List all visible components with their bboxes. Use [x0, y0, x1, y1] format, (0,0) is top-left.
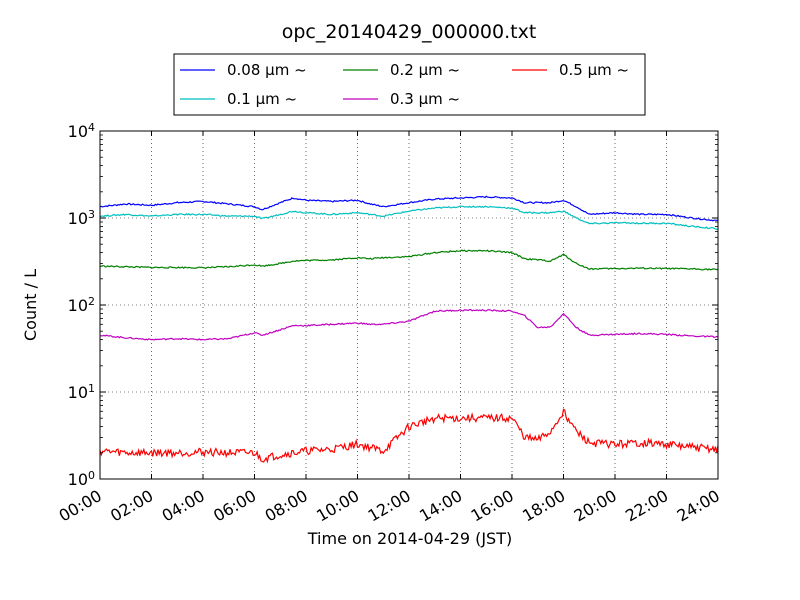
x-axis-label: Time on 2014-04-29 (JST): [307, 529, 512, 548]
y-axis-label: Count / L: [21, 269, 40, 341]
y-tick-label: 103: [68, 208, 95, 229]
x-tick-label: 02:00: [107, 486, 156, 526]
legend-label: 0.1 μm ~: [227, 90, 297, 108]
x-tick-label: 04:00: [159, 486, 208, 526]
x-tick-label: 10:00: [313, 486, 362, 526]
series-line: [99, 408, 719, 464]
series-line: [100, 308, 719, 341]
series-line: [99, 249, 719, 271]
x-tick-label: 22:00: [622, 486, 671, 526]
x-tick-label: 16:00: [468, 486, 517, 526]
x-tick-label: 12:00: [365, 486, 414, 526]
legend-label: 0.3 μm ~: [390, 90, 460, 108]
y-tick-label: 101: [68, 382, 95, 403]
x-tick-label: 18:00: [519, 486, 568, 526]
y-tick-label: 104: [68, 121, 95, 142]
x-tick-label: 06:00: [210, 486, 259, 526]
series-line: [99, 195, 719, 222]
y-tick-label: 102: [68, 295, 95, 316]
x-tick-label: 00:00: [56, 486, 105, 526]
x-tick-label: 20:00: [571, 486, 620, 526]
x-tick-label: 14:00: [416, 486, 465, 526]
chart-title: opc_20140429_000000.txt: [282, 21, 537, 43]
legend: 0.08 μm ~ 0.5 μm ~ 0.2 μm ~ 0.1 μm ~ 0.3 μm …: [173, 53, 646, 116]
legend-box: [173, 53, 646, 116]
legend-label: 0.5 μm ~: [559, 61, 629, 79]
x-tick-label: 08:00: [262, 486, 311, 526]
legend-label: 0.2 μm ~: [390, 61, 460, 79]
legend-label: 0.08 μm ~: [227, 61, 307, 79]
plot-area: 00:00 02:00 04:00 06:00 08:00 10:00 12:00 14:00…: [56, 121, 723, 526]
x-tick-label: 24:00: [674, 486, 723, 526]
y-tick-label: 100: [68, 469, 95, 490]
series-line: [99, 205, 719, 231]
